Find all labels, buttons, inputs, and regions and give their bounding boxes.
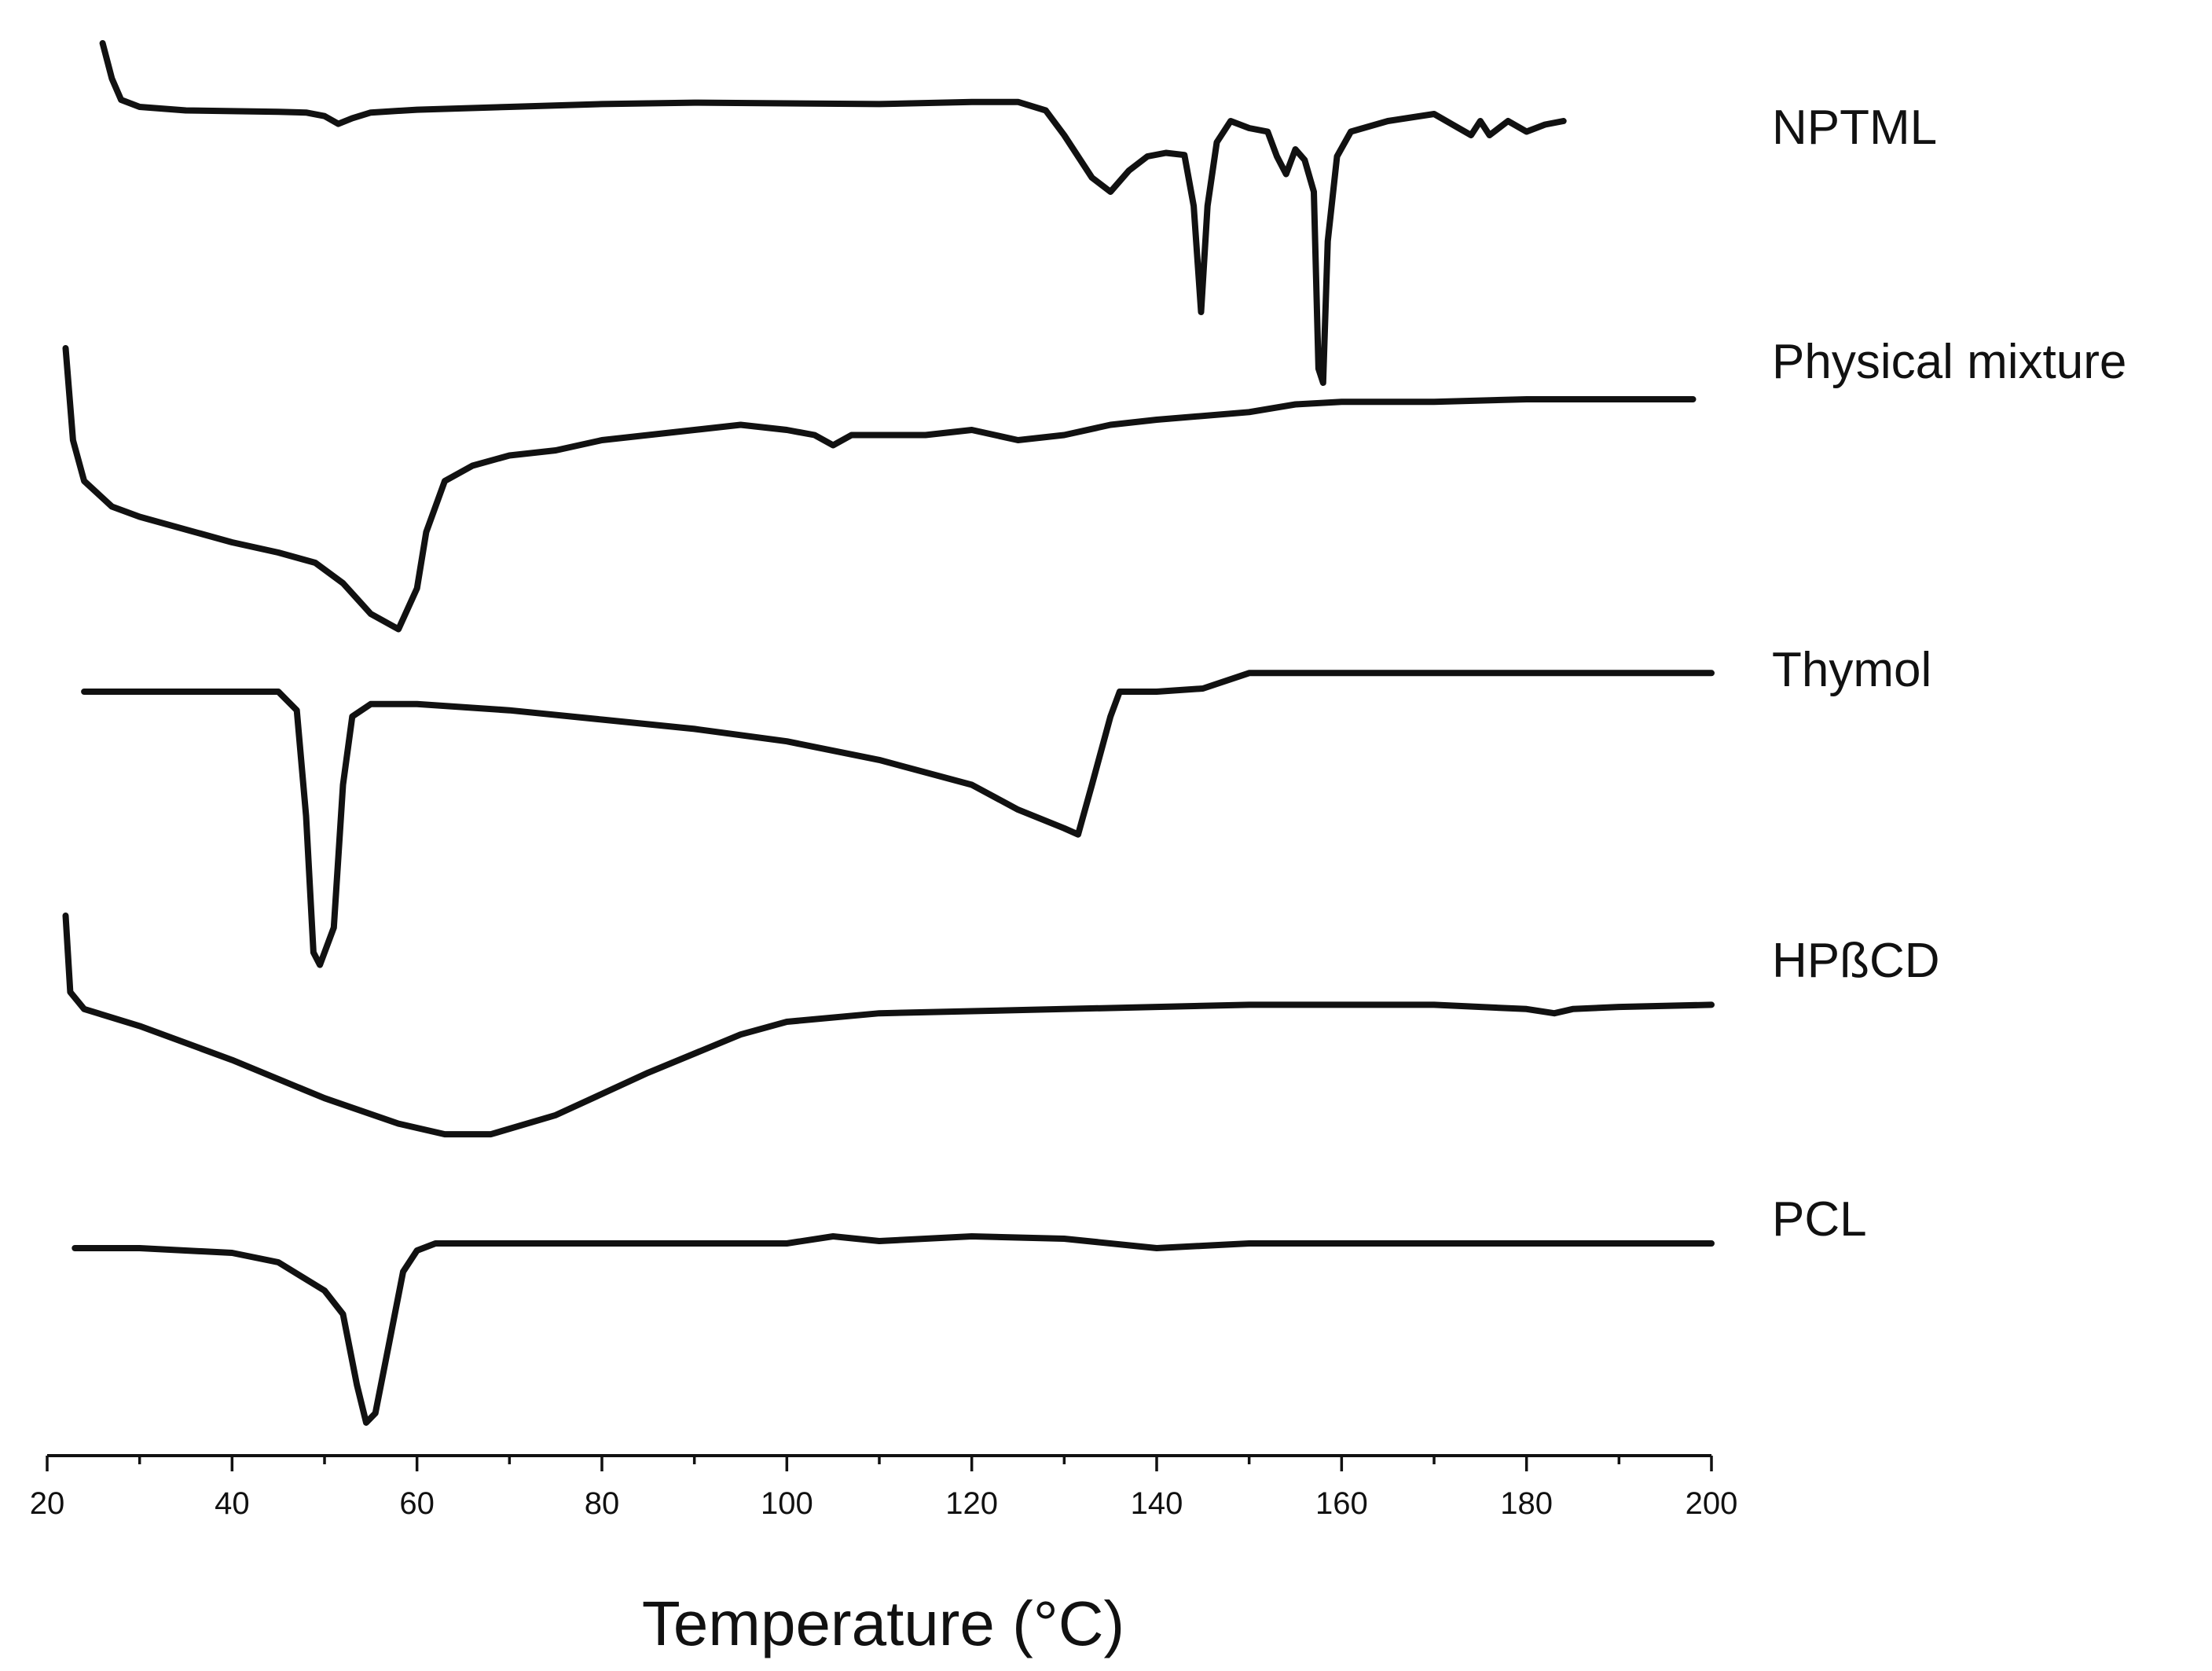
x-axis: 20 40 60 80 100 120 140 160 180 200: [30, 1454, 1738, 1521]
series-label: PCL: [1772, 1192, 1867, 1247]
series-label: Thymol: [1772, 643, 1931, 697]
series-label: Physical mixture: [1772, 335, 2126, 389]
curve-pcl: [72, 1233, 1715, 1426]
curve-hpßcd: [62, 913, 1715, 1138]
x-tick-label: 40: [215, 1486, 250, 1521]
x-tick-label: 160: [1315, 1486, 1368, 1521]
curve-nptml: [99, 40, 1567, 386]
series-label: NPTML: [1772, 101, 1937, 155]
x-axis-title: Temperature (°C): [642, 1588, 1124, 1658]
x-tick-label: 20: [30, 1486, 65, 1521]
x-tick-label: 180: [1500, 1486, 1553, 1521]
x-tick-label: 140: [1131, 1486, 1183, 1521]
curve-thymol: [81, 670, 1715, 968]
x-tick-label: 120: [945, 1486, 998, 1521]
series-labels-group: NPTML Physical mixture Thymol HPßCD PCL: [1772, 101, 2126, 1247]
series-label: HPßCD: [1772, 934, 1940, 988]
curves-group: [62, 40, 1715, 1426]
x-tick-label: 80: [585, 1486, 620, 1521]
x-tick-label: 100: [761, 1486, 813, 1521]
curve-physical-mixture: [62, 345, 1697, 633]
x-tick-label: 60: [399, 1486, 435, 1521]
x-tick-label: 200: [1686, 1486, 1738, 1521]
